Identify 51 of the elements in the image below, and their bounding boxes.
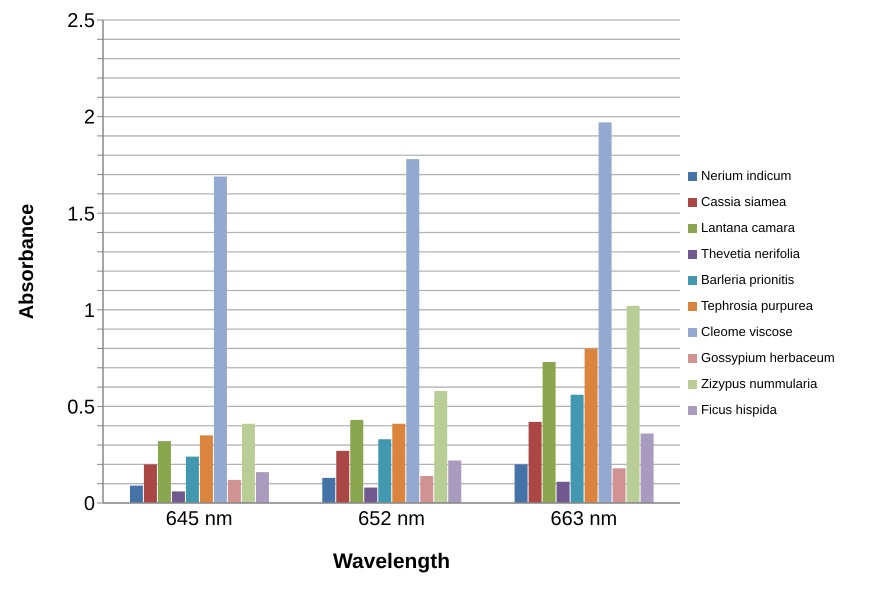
y-tick-label: 2 (84, 106, 95, 129)
bar (570, 394, 584, 503)
y-axis-title: Absorbance (16, 204, 38, 320)
x-tick-label: 663 nm (550, 508, 618, 530)
legend-label: Tephrosia purpurea (701, 298, 814, 313)
bar (200, 435, 213, 503)
bar (542, 362, 556, 503)
bar (158, 441, 171, 503)
bar (130, 486, 143, 503)
x-tick-label: 645 nm (166, 508, 233, 530)
bar (612, 468, 626, 503)
bar (434, 390, 448, 503)
bar (336, 450, 350, 503)
legend-label: Nerium indicum (701, 168, 792, 183)
y-tick-label: 2.5 (67, 10, 95, 32)
bar (322, 478, 336, 503)
bar (172, 491, 185, 503)
bar (598, 122, 612, 503)
legend-label: Lantana camara (701, 220, 795, 235)
legend-label: Barleria prionitis (701, 272, 794, 287)
bar (556, 482, 570, 503)
x-tick-label: 652 nm (358, 508, 425, 530)
bar (256, 472, 269, 503)
bar (584, 348, 598, 503)
bar (392, 424, 406, 503)
x-axis-title: Wavelength (332, 550, 450, 573)
legend-label: Gossypium herbaceum (701, 350, 835, 365)
bar (364, 488, 378, 503)
bar (406, 159, 420, 503)
legend-label: Cassia siamea (701, 194, 786, 209)
bar (448, 460, 462, 503)
y-tick-label: 1 (84, 300, 95, 322)
legend-label: Zizypus nummularia (701, 376, 818, 391)
bar (378, 439, 392, 503)
bar (514, 464, 528, 503)
y-tick-label: 0.5 (67, 396, 95, 418)
bar (350, 420, 364, 503)
legend-label: Cleome viscose (701, 324, 793, 339)
bar (420, 476, 434, 503)
y-tick-label: 1.5 (67, 203, 95, 226)
bar (626, 306, 640, 503)
bar (228, 480, 241, 503)
bar (186, 456, 199, 503)
bar (144, 464, 157, 503)
bar (528, 422, 542, 503)
legend-label: Ficus hispida (701, 402, 777, 417)
bar (242, 424, 255, 503)
bar (640, 433, 654, 503)
bar (214, 176, 227, 503)
y-tick-label: 0 (84, 493, 95, 516)
legend-label: Thevetia nerifolia (701, 246, 800, 261)
